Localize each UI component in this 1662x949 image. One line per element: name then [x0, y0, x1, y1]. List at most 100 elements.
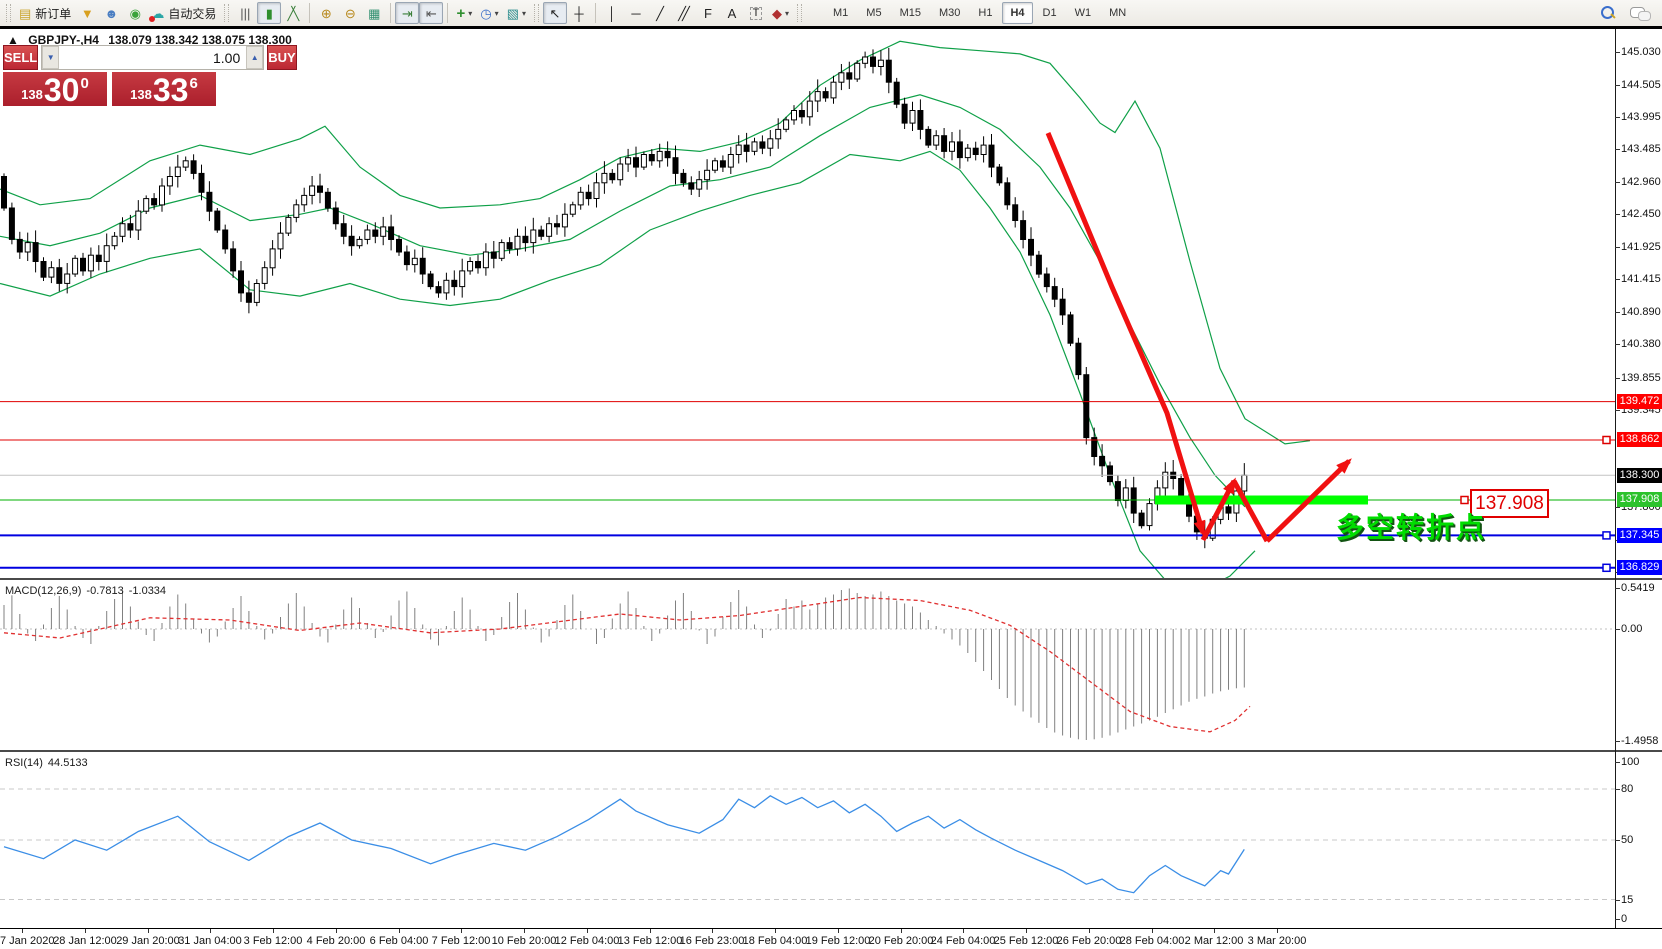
crosshair-button[interactable]: ┼ — [567, 2, 591, 24]
trendline-button[interactable]: ╱ — [648, 2, 672, 24]
bar-chart-button[interactable]: ||| — [233, 2, 257, 24]
vertical-line-button[interactable]: │ — [600, 2, 624, 24]
timeframe-m1[interactable]: M1 — [833, 7, 849, 19]
sell-button[interactable]: SELL — [3, 45, 39, 70]
signals-button[interactable]: ◉ — [123, 2, 147, 24]
chart-shift-button[interactable]: ⇤ — [419, 2, 444, 24]
price-badge: 137.908 — [1617, 492, 1662, 507]
timeframe-h1[interactable]: H1 — [978, 7, 993, 19]
time-tick-label: 29 Jan 20:00 — [116, 935, 180, 947]
pane-splitter-macd[interactable] — [0, 578, 1662, 580]
candle — [151, 198, 158, 206]
volume-up-button[interactable]: ▲ — [246, 46, 264, 69]
candle — [317, 185, 323, 193]
ohlc-values: 138.079 138.342 138.075 138.300 — [108, 33, 292, 47]
support-highlight-bar[interactable] — [1155, 495, 1368, 505]
time-tick-mark — [963, 929, 964, 933]
price-badge: 136.829 — [1617, 560, 1662, 575]
horizontal-line-icon: ─ — [631, 5, 641, 21]
timeframe-h4[interactable]: H4 — [1002, 2, 1033, 24]
candle — [806, 100, 813, 118]
candle — [498, 242, 505, 259]
candle — [538, 229, 545, 237]
timeframe-m15[interactable]: M15 — [899, 7, 921, 19]
periods-button[interactable]: ◷ ▾ — [476, 2, 502, 24]
timeframe-mn[interactable]: MN — [1109, 7, 1127, 19]
window-border — [0, 26, 1662, 29]
time-tick-mark — [1214, 929, 1215, 933]
candle — [119, 223, 126, 237]
profiles-button[interactable]: ▼ — [75, 2, 99, 24]
candle — [214, 210, 221, 231]
time-axis[interactable]: 7 Jan 2020 28 Jan 12:00 29 Jan 20:00 31 Jan… — [0, 928, 1662, 949]
trend-arrow[interactable] — [1231, 479, 1270, 543]
turning-point-label[interactable]: 多空转折点 — [1336, 512, 1487, 543]
candle — [1020, 220, 1027, 241]
candlestick-button[interactable]: ▮ — [257, 2, 282, 24]
candle — [1059, 298, 1066, 316]
candle — [640, 154, 647, 168]
horizontal-line-button[interactable]: ─ — [624, 2, 648, 24]
zoom-out-button[interactable]: ⊖ — [338, 2, 362, 24]
rsi-pane[interactable] — [0, 752, 1615, 928]
metaeditor-button[interactable]: ☻ — [99, 2, 123, 24]
line-handle[interactable] — [1602, 563, 1611, 573]
time-tick-mark — [336, 929, 337, 933]
new-order-button[interactable]: ▤ 新订单 — [15, 2, 75, 24]
autoscroll-button[interactable]: ⇥ — [395, 2, 420, 24]
cursor-button[interactable]: ↖ — [543, 2, 567, 24]
trend-arrow[interactable] — [1265, 458, 1352, 543]
trend-arrow[interactable] — [1045, 132, 1206, 537]
shapes-button[interactable]: ◆ ▾ — [768, 2, 793, 24]
price-tick-mark — [1615, 279, 1620, 280]
indicators-button[interactable]: + ▾ — [452, 2, 476, 24]
time-tick-label: 20 Feb 20:00 — [868, 935, 934, 947]
price-text-label[interactable]: 137.908 — [1470, 489, 1549, 518]
line-handle[interactable] — [1602, 531, 1611, 540]
line-handle[interactable] — [1602, 435, 1611, 445]
templates-button[interactable]: ▧ ▾ — [503, 2, 530, 24]
line-chart-button[interactable]: ╱╲ — [281, 2, 305, 24]
candle — [909, 110, 916, 124]
line-handle[interactable] — [1460, 495, 1469, 505]
channel-button[interactable]: ╱╱ — [672, 2, 696, 24]
volume-input[interactable] — [59, 46, 247, 69]
candle — [324, 191, 331, 209]
candle — [751, 141, 758, 152]
candle — [222, 229, 229, 250]
timeframe-d1[interactable]: D1 — [1042, 7, 1057, 19]
fibonacci-button[interactable]: F — [696, 2, 720, 24]
label-button[interactable]: T — [744, 2, 768, 24]
sell-price[interactable]: 138 30 0 — [3, 72, 107, 106]
toolbar: ▤ 新订单 ▼ ☻ ◉ ☁ 自动交易 ||| ▮ ╱╲ ⊕ ⊖ ▦ ⇥ ⇤ + ▾ ◷ ▾ ▧ ▾ ↖ ┼ │ ─ ╱ ╱╱ F A T ◆… — [0, 0, 1662, 26]
chat-icon[interactable] — [1630, 5, 1651, 21]
candle — [1107, 465, 1113, 483]
candle — [32, 242, 39, 263]
crosshair-icon: ┼ — [574, 5, 584, 21]
text-button[interactable]: A — [720, 2, 744, 24]
tile-windows-button[interactable]: ▦ — [362, 2, 386, 24]
macd-tick-label: 0.00 — [1621, 623, 1643, 635]
macd-indicator-label: MACD(12,26,9) -0.7813 -1.0334 — [5, 585, 167, 597]
zoom-in-button[interactable]: ⊕ — [314, 2, 338, 24]
trend-arrow[interactable] — [1200, 477, 1237, 542]
candle — [664, 150, 671, 159]
candle — [1028, 238, 1034, 256]
macd-pane[interactable] — [0, 580, 1615, 750]
dropdown-caret-icon: ▾ — [521, 8, 526, 18]
candle — [261, 267, 268, 284]
price-tick-mark — [1615, 312, 1620, 313]
pane-splitter-rsi[interactable] — [0, 750, 1662, 752]
search-icon[interactable] — [1600, 5, 1616, 21]
autotrading-button[interactable]: ☁ 自动交易 — [147, 2, 220, 24]
timeframe-w1[interactable]: W1 — [1074, 7, 1092, 19]
timeframe-m30[interactable]: M30 — [938, 7, 961, 19]
buy-price[interactable]: 138 33 6 — [112, 72, 216, 106]
metaeditor-icon: ☻ — [104, 5, 119, 21]
price-chart-pane[interactable] — [0, 29, 1615, 578]
bollinger-lower-band — [0, 150, 1256, 578]
timeframe-m5[interactable]: M5 — [866, 7, 882, 19]
buy-button[interactable]: BUY — [267, 45, 297, 70]
candle — [245, 292, 252, 303]
volume-down-button[interactable]: ▼ — [42, 46, 60, 69]
